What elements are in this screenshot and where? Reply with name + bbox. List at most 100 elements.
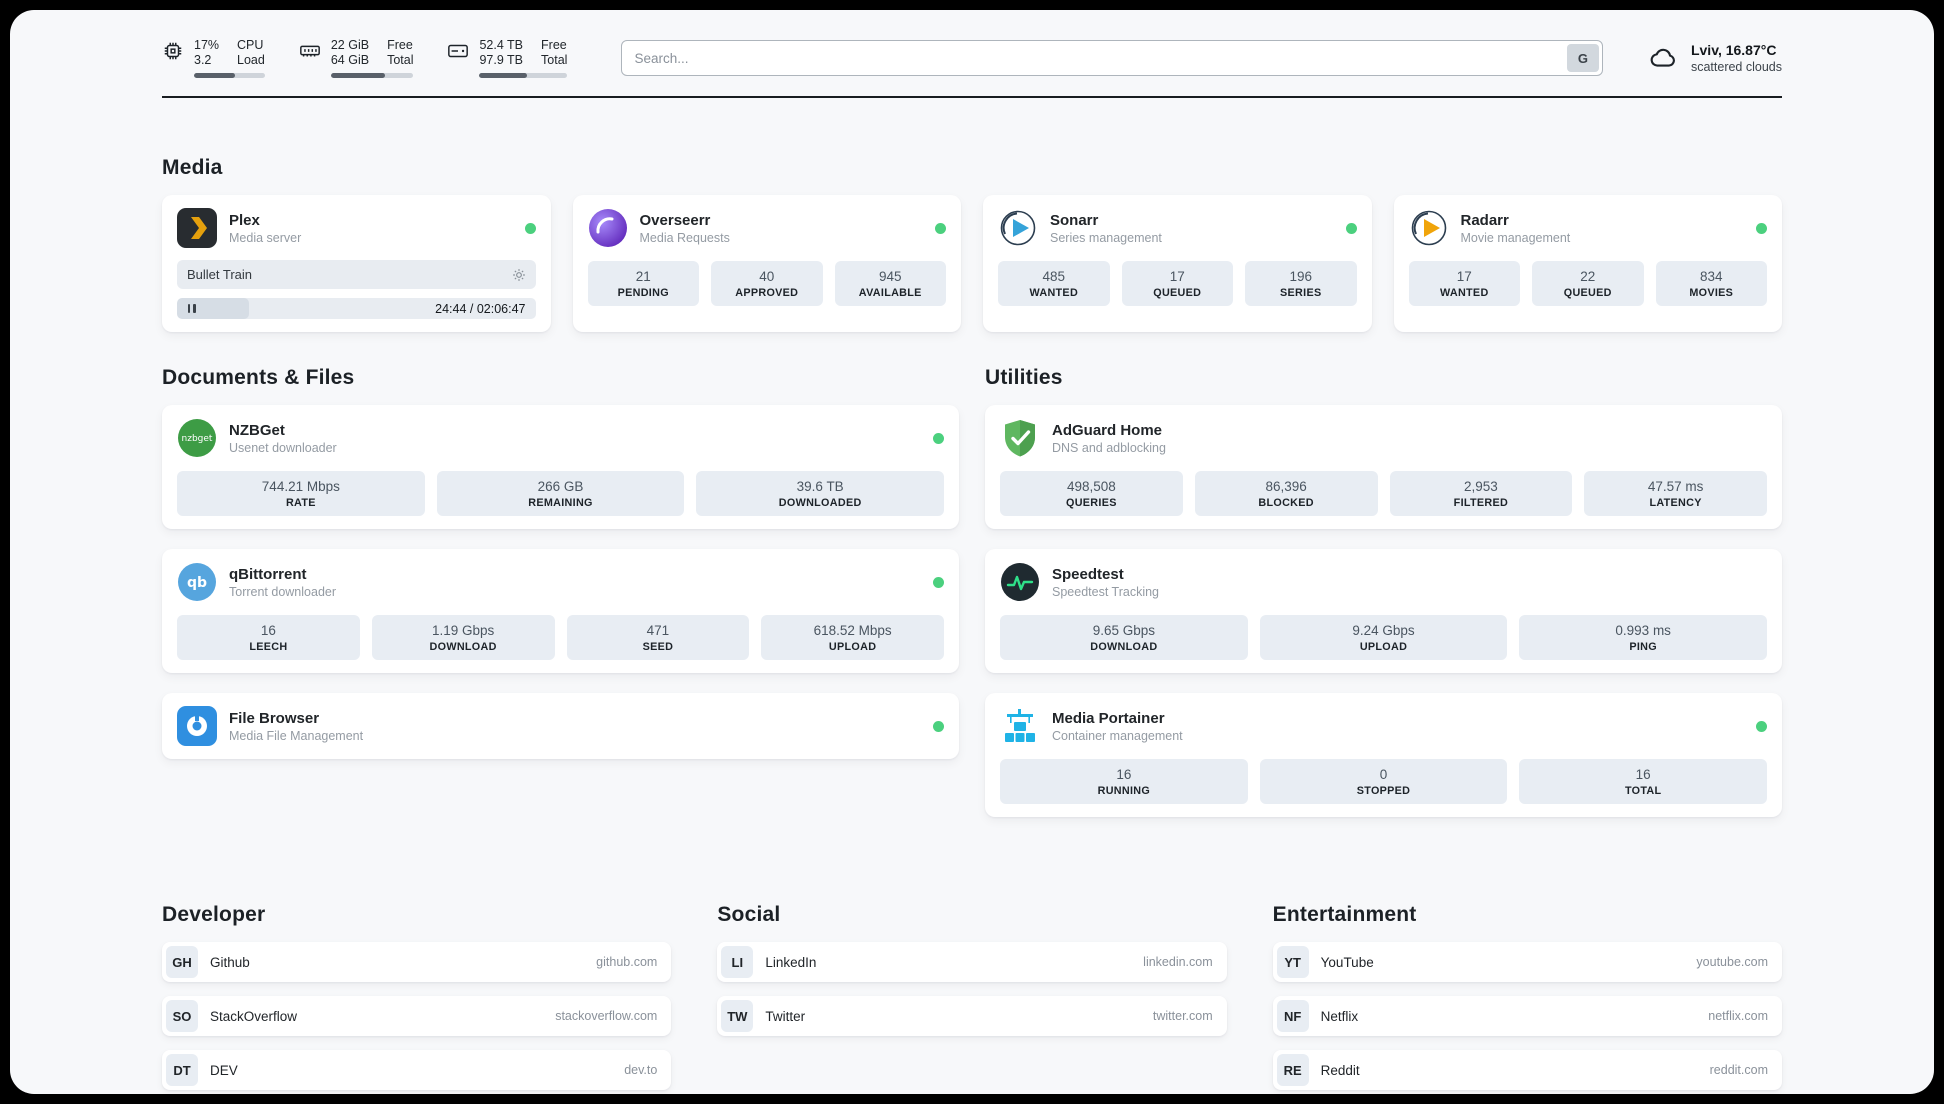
- cpu-chip-icon: [162, 40, 184, 62]
- stat-tile: 16 LEECH: [177, 615, 360, 660]
- bookmark-abbr-icon: SO: [166, 1000, 198, 1032]
- bookmark-item[interactable]: LI LinkedIn linkedin.com: [717, 942, 1227, 982]
- bookmark-item[interactable]: TW Twitter twitter.com: [717, 996, 1227, 1036]
- bookmark-item[interactable]: YT YouTube youtube.com: [1272, 942, 1782, 982]
- settings-gear-icon[interactable]: [512, 268, 526, 282]
- stat-value: 618.52 Mbps: [813, 623, 892, 638]
- stat-value: 16: [1635, 767, 1651, 782]
- app-card-header: Radarr Movie management: [1409, 208, 1767, 248]
- app-name: AdGuard Home: [1052, 421, 1163, 439]
- app-card-qbittorrent[interactable]: qb qBittorrent Torrent downloader 16 LEEC…: [162, 549, 959, 673]
- stat-tile: 471 SEED: [566, 615, 750, 660]
- app-card-sonarr[interactable]: Sonarr Series management 485 WANTED 17 QUEU…: [983, 195, 1372, 332]
- qbittorrent-icon: qb: [177, 562, 217, 602]
- weather-condition: scattered clouds: [1690, 60, 1782, 74]
- stat-value: 0: [1379, 767, 1388, 782]
- bookmark-item[interactable]: DT DEV dev.to: [162, 1050, 672, 1090]
- app-subtitle: Media server: [229, 230, 302, 245]
- stat-label: WANTED: [1029, 287, 1079, 299]
- bookmark-group-developer: Developer GH Github github.com SO StackOverf…: [162, 903, 672, 1094]
- header-bar: 17% CPU 3.2 Load: [162, 10, 1782, 78]
- bookmark-list: GH Github github.com SO StackOverflow stackov…: [162, 942, 672, 1090]
- app-meta: Overseerr Media Requests: [640, 212, 730, 245]
- stat-tile: 2,953 FILTERED: [1389, 471, 1573, 516]
- bookmark-list: LI LinkedIn linkedin.com TW Twitter twitter.c…: [717, 942, 1227, 1036]
- bookmark-abbr-icon: GH: [166, 946, 198, 978]
- app-name: Sonarr: [1050, 211, 1099, 229]
- app-subtitle: Torrent downloader: [229, 584, 337, 599]
- media-grid: Plex Media server Bullet Train: [162, 195, 1782, 332]
- weather-location: Lviv, 16.87°C: [1690, 42, 1777, 58]
- bookmark-item[interactable]: RE Reddit reddit.com: [1272, 1050, 1782, 1090]
- section-title-developer: Developer: [162, 903, 266, 926]
- stat-tile: 9.65 Gbps DOWNLOAD: [1000, 615, 1248, 660]
- app-meta: Radarr Movie management: [1461, 212, 1571, 245]
- ram-total-label: Total: [387, 53, 414, 67]
- stat-label: QUERIES: [1066, 497, 1117, 509]
- section-media: Media Plex Media server: [162, 156, 1782, 332]
- disk-total-value: 97.9 TB: [479, 53, 524, 67]
- bookmark-name: Netflix: [1320, 1008, 1359, 1024]
- stat-label: FILTERED: [1453, 497, 1509, 509]
- stat-label: SEED: [642, 641, 674, 653]
- stat-tile: 86,396 BLOCKED: [1194, 471, 1378, 516]
- app-meta: Media Portainer Container management: [1052, 710, 1183, 743]
- bookmark-item[interactable]: SO StackOverflow stackoverflow.com: [162, 996, 672, 1036]
- cpu-load-label: Load: [237, 53, 265, 67]
- stat-tile: 16 RUNNING: [1000, 759, 1248, 804]
- search-input[interactable]: [621, 40, 1603, 76]
- stat-value: 2,953: [1463, 479, 1498, 494]
- stat-value: 40: [759, 269, 775, 284]
- stat-tile: 498,508 QUERIES: [1000, 471, 1183, 516]
- app-card-adguard[interactable]: AdGuard Home DNS and adblocking 498,508 Q…: [985, 405, 1782, 529]
- search-engine-button[interactable]: G: [1566, 44, 1599, 72]
- app-card-nzbget[interactable]: nzbget NZBGet Usenet downloader 744.21 M…: [162, 405, 959, 529]
- app-card-filebrowser[interactable]: File Browser Media File Management: [162, 693, 959, 759]
- stat-label: DOWNLOAD: [1090, 641, 1158, 653]
- app-card-header: Media Portainer Container management: [1000, 706, 1767, 746]
- section-title-entertainment: Entertainment: [1272, 903, 1417, 926]
- bookmark-item[interactable]: GH Github github.com: [162, 942, 672, 982]
- stat-value: 16: [1116, 767, 1132, 782]
- bookmark-item[interactable]: NF Netflix netflix.com: [1272, 996, 1782, 1036]
- svg-text:qb: qb: [187, 575, 207, 591]
- status-indicator: [933, 576, 944, 588]
- app-card-speedtest[interactable]: Speedtest Speedtest Tracking 9.65 Gbps DO…: [985, 549, 1782, 673]
- nzbget-icon: nzbget: [177, 418, 217, 458]
- stat-tile: 16 TOTAL: [1519, 759, 1768, 804]
- app-stats: 9.65 Gbps DOWNLOAD 9.24 Gbps UPLOAD 0.993 ms…: [1000, 615, 1768, 660]
- stat-tile: 40 APPROVED: [711, 261, 823, 306]
- stat-value: 0.993 ms: [1615, 623, 1671, 638]
- stat-value: 196: [1289, 269, 1313, 284]
- cpu-load-value: 3.2: [194, 53, 212, 67]
- pause-icon[interactable]: [186, 298, 197, 319]
- stat-tile: 21 PENDING: [587, 261, 699, 306]
- stat-value: 21: [635, 269, 651, 284]
- radarr-icon: [1409, 208, 1449, 248]
- filebrowser-icon: [177, 706, 217, 746]
- app-card-overseerr[interactable]: Overseerr Media Requests 21 PENDING 40 APPR…: [572, 195, 961, 332]
- stat-tile: 485 WANTED: [998, 261, 1110, 306]
- app-card-header: Speedtest Speedtest Tracking: [1000, 562, 1767, 602]
- bookmark-abbr-icon: LI: [721, 946, 754, 978]
- stat-value: 86,396: [1265, 479, 1307, 494]
- ram-progress-bar: [330, 73, 414, 78]
- stat-value: 39.6 TB: [796, 479, 844, 494]
- status-indicator: [1756, 720, 1767, 732]
- bookmarks-grid: Developer GH Github github.com SO StackOverf…: [162, 903, 1782, 1094]
- bookmark-abbr-icon: TW: [721, 1000, 754, 1032]
- app-meta: NZBGet Usenet downloader: [229, 422, 337, 455]
- stat-label: MOVIES: [1689, 287, 1734, 299]
- cpu-progress-bar: [194, 73, 265, 78]
- app-card-plex[interactable]: Plex Media server Bullet Train: [162, 195, 551, 332]
- app-card-radarr[interactable]: Radarr Movie management 17 WANTED 22 QUEUED…: [1393, 195, 1782, 332]
- stat-label: DOWNLOAD: [429, 641, 497, 653]
- stat-label: RATE: [285, 497, 316, 509]
- stat-value: 485: [1042, 269, 1066, 284]
- app-card-portainer[interactable]: Media Portainer Container management 16 R…: [985, 693, 1782, 817]
- bookmark-name: LinkedIn: [765, 954, 817, 970]
- disk-progress-bar: [479, 73, 568, 78]
- bookmark-group-social: Social LI LinkedIn linkedin.com TW Twitter tw…: [717, 903, 1227, 1050]
- player-progress-bar[interactable]: 24:44 / 02:06:47: [177, 298, 536, 319]
- app-subtitle: Media Requests: [639, 230, 730, 245]
